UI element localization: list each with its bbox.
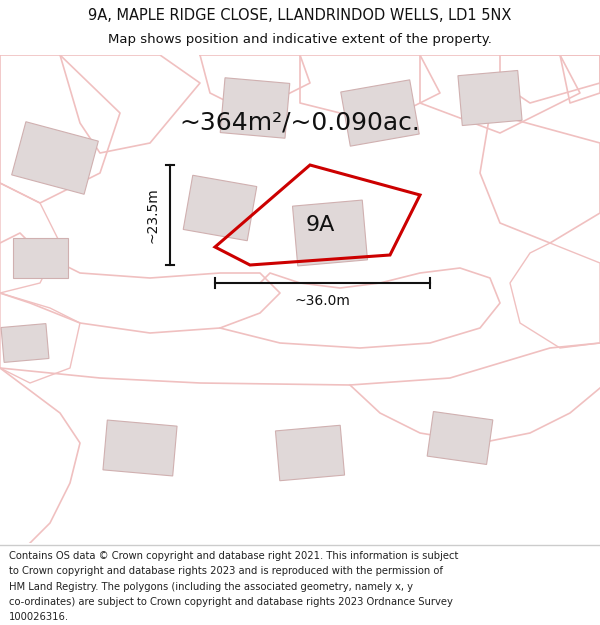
Polygon shape (183, 175, 257, 241)
Text: co-ordinates) are subject to Crown copyright and database rights 2023 Ordnance S: co-ordinates) are subject to Crown copyr… (9, 597, 453, 607)
Polygon shape (427, 411, 493, 464)
Polygon shape (275, 425, 344, 481)
Polygon shape (341, 80, 419, 146)
Text: 100026316.: 100026316. (9, 612, 69, 622)
Polygon shape (1, 324, 49, 362)
Polygon shape (13, 238, 67, 278)
Text: ~36.0m: ~36.0m (295, 294, 350, 308)
Text: Contains OS data © Crown copyright and database right 2021. This information is : Contains OS data © Crown copyright and d… (9, 551, 458, 561)
Polygon shape (293, 200, 367, 266)
Text: ~23.5m: ~23.5m (145, 187, 159, 243)
Text: 9A, MAPLE RIDGE CLOSE, LLANDRINDOD WELLS, LD1 5NX: 9A, MAPLE RIDGE CLOSE, LLANDRINDOD WELLS… (88, 8, 512, 23)
Polygon shape (458, 71, 522, 126)
Text: to Crown copyright and database rights 2023 and is reproduced with the permissio: to Crown copyright and database rights 2… (9, 566, 443, 576)
Polygon shape (103, 420, 177, 476)
Text: HM Land Registry. The polygons (including the associated geometry, namely x, y: HM Land Registry. The polygons (includin… (9, 581, 413, 591)
Text: 9A: 9A (305, 215, 335, 235)
Text: ~364m²/~0.090ac.: ~364m²/~0.090ac. (179, 111, 421, 135)
Text: Map shows position and indicative extent of the property.: Map shows position and indicative extent… (108, 33, 492, 46)
Polygon shape (220, 78, 290, 138)
Polygon shape (11, 122, 98, 194)
